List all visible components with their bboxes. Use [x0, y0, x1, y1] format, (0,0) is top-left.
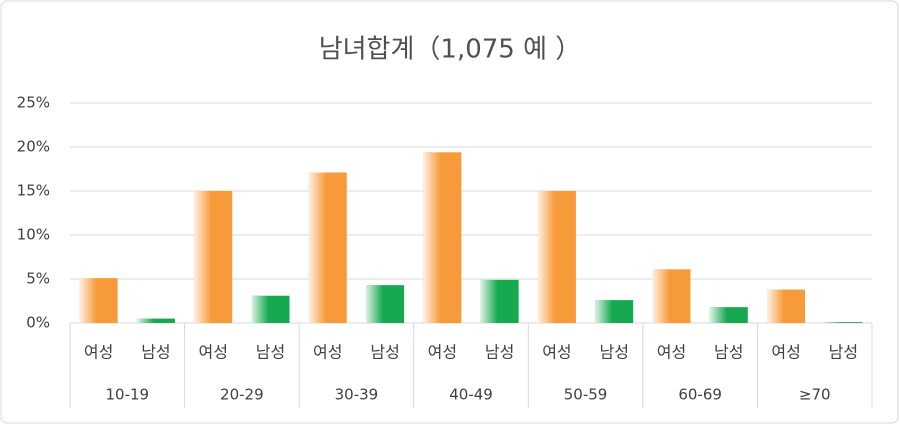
sub-label: 남성 [714, 343, 743, 362]
sub-label: 여성 [84, 343, 113, 362]
group-label: ≥70 [799, 386, 831, 404]
sub-label: 여성 [771, 343, 800, 362]
group-label: 30-39 [335, 386, 379, 404]
bar-shade [79, 278, 118, 323]
sub-label: 남성 [485, 343, 514, 362]
y-tick-label: 25% [17, 94, 50, 112]
y-tick-label: 0% [26, 314, 50, 332]
bar-shade [480, 279, 519, 323]
bar-shade [537, 191, 576, 323]
y-tick-label: 20% [17, 138, 50, 156]
sub-label: 여성 [313, 343, 342, 362]
group-label: 10-19 [105, 386, 149, 404]
sub-label: 여성 [198, 343, 227, 362]
y-tick-label: 5% [26, 270, 50, 288]
chart-title: 남녀합계（1,075 예 ） [319, 35, 582, 65]
sub-label: 남성 [256, 343, 285, 362]
sub-label: 여성 [428, 343, 457, 362]
bar-shade [709, 307, 748, 323]
bar-shade [251, 295, 290, 323]
bar-shade [824, 322, 863, 323]
bar-shade [366, 285, 405, 323]
y-tick-label: 10% [17, 226, 50, 244]
sub-label: 남성 [141, 343, 170, 362]
sub-label: 여성 [542, 343, 571, 362]
bar-shade [767, 289, 806, 323]
sub-label: 여성 [657, 343, 686, 362]
y-tick-label: 15% [17, 182, 50, 200]
group-label: 20-29 [220, 386, 264, 404]
sub-label: 남성 [599, 343, 628, 362]
bar-shade [136, 318, 175, 323]
bar-shade [652, 269, 691, 323]
sub-label: 남성 [370, 343, 399, 362]
bar-shade [308, 172, 347, 323]
group-label: 50-59 [564, 386, 608, 404]
sub-label: 남성 [829, 343, 858, 362]
group-label: 60-69 [678, 386, 722, 404]
bar-shade [423, 152, 462, 323]
bar-shade [194, 191, 233, 323]
bar-shade [595, 300, 634, 323]
group-label: 40-49 [449, 386, 493, 404]
